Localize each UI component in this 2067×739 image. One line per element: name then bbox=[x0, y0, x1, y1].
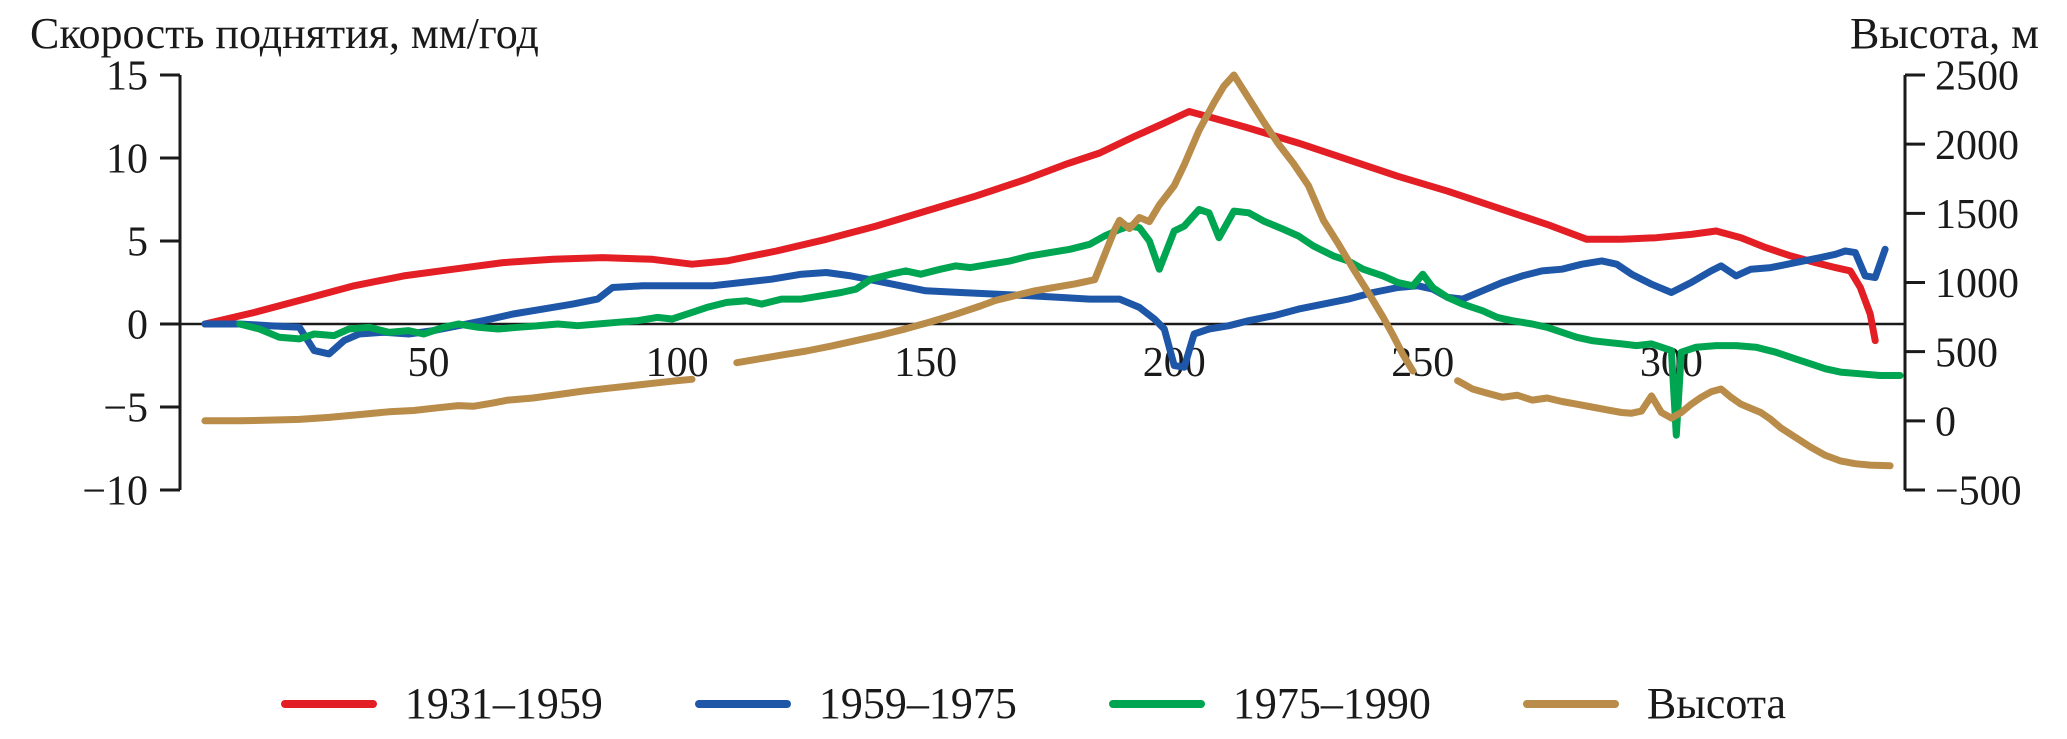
legend-swatch bbox=[1522, 699, 1619, 708]
legend-swatch bbox=[280, 699, 377, 708]
legend-swatch bbox=[694, 699, 791, 708]
legend-label: 1959–1975 bbox=[818, 679, 1017, 728]
legend-label: Высота bbox=[1646, 679, 1787, 728]
right-axis-tick-label: 500 bbox=[1935, 330, 1998, 376]
legend: 1931–1959 1959–1975 1975–1990 Высота bbox=[0, 678, 2067, 729]
legend-label: 1975–1990 bbox=[1232, 679, 1431, 728]
legend-item: Высота bbox=[1522, 678, 1787, 729]
left-axis-tick-label: 5 bbox=[127, 220, 148, 266]
x-axis-tick-label: 150 bbox=[894, 340, 957, 386]
left-axis-title: Скорость поднятия, мм/год bbox=[30, 9, 539, 58]
left-axis-tick-label: −5 bbox=[103, 386, 148, 432]
legend-label: 1931–1959 bbox=[404, 679, 603, 728]
left-axis-tick-label: 15 bbox=[106, 54, 148, 100]
legend-item: 1975–1990 bbox=[1108, 678, 1431, 729]
right-axis-tick-label: 1500 bbox=[1935, 192, 2019, 238]
right-axis-tick-label: 1000 bbox=[1935, 261, 2019, 307]
x-axis-tick-label: 50 bbox=[408, 340, 450, 386]
series-line-1975–1990 bbox=[236, 206, 1904, 439]
right-axis-title: Высота, м bbox=[1850, 9, 2039, 58]
right-axis-tick-label: −500 bbox=[1935, 469, 2022, 515]
legend-swatch bbox=[1108, 699, 1205, 708]
legend-item: 1931–1959 bbox=[280, 678, 603, 729]
right-axis-tick-label: 2500 bbox=[1935, 54, 2019, 100]
right-axis-tick-label: 2000 bbox=[1935, 123, 2019, 169]
legend-item: 1959–1975 bbox=[694, 678, 1017, 729]
right-axis-tick-label: 0 bbox=[1935, 400, 1956, 446]
left-axis-tick-label: −10 bbox=[82, 469, 148, 515]
series-line-Высота bbox=[201, 71, 1894, 470]
left-axis-tick-label: 10 bbox=[106, 137, 148, 183]
series-line-1931–1959 bbox=[201, 108, 1879, 345]
left-axis-tick-label: 0 bbox=[127, 303, 148, 349]
series-line-1959–1975 bbox=[201, 245, 1889, 371]
